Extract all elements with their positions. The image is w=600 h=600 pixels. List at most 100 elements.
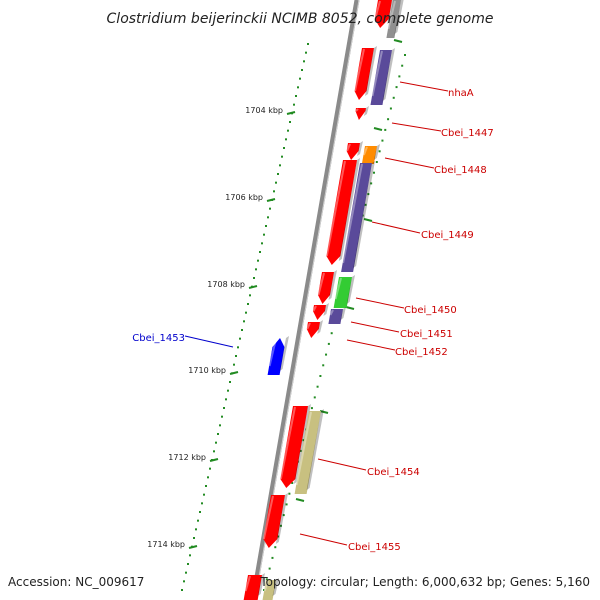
inner-ruler-dot (279, 524, 282, 527)
gene-block-nhaA-red (354, 46, 377, 100)
gene-label: Cbei_1455 (348, 542, 401, 553)
inner-ruler-dot (282, 514, 285, 517)
inner-ruler-dot (327, 342, 330, 345)
label-leader-line (184, 335, 234, 348)
outer-ruler-dot (279, 164, 281, 167)
inner-ruler-dot (268, 567, 271, 570)
outer-ruler-dot (209, 467, 211, 470)
outer-ruler-dot (281, 155, 283, 158)
inner-ruler-dot (316, 385, 319, 388)
outer-ruler-dot (227, 389, 229, 392)
ruler-dots (181, 43, 406, 591)
gene-blocks (243, 0, 404, 600)
outer-ruler-dot (241, 329, 243, 331)
outer-ruler-dot (307, 43, 309, 45)
ruler-major-tick (266, 198, 276, 202)
outer-ruler-dot (245, 311, 247, 314)
topology-text: Topology: circular; Length: 6,000,632 bp… (259, 575, 590, 589)
gene-block-cbei-1451-red (312, 303, 329, 320)
accession-text: Accession: NC_009617 (8, 575, 144, 589)
gene-label: nhaA (448, 88, 474, 99)
inner-ruler-dot (274, 546, 277, 549)
gene-block-cbei-1453-blue (267, 336, 289, 375)
outer-ruler-dot (201, 502, 203, 505)
label-leader-line (391, 122, 442, 132)
kbp-label: 1712 kbp (168, 453, 206, 462)
outer-ruler-dot (183, 580, 185, 583)
gene-block-cbei-1454-khaki (294, 409, 324, 494)
outer-ruler-dot (235, 355, 237, 357)
gene-block-cbei-1454-red (279, 404, 311, 488)
gene-block-cbei-1450-red (317, 270, 337, 304)
gene-block-cbei-1452-red (306, 320, 323, 338)
gene-label: Cbei_1452 (395, 347, 448, 358)
outer-ruler-dot (221, 415, 223, 418)
inner-ruler-dot (375, 161, 378, 163)
ruler-ticks: 1704 kbp 1706 kbp 1708 kbp 1710 kbp 1712 kbp… (147, 39, 403, 549)
outer-ruler-dot (223, 407, 225, 409)
ruler-major-tick (209, 458, 219, 462)
inner-ruler-dot (265, 578, 268, 581)
outer-ruler-dot (295, 95, 297, 97)
outer-ruler-dot (283, 147, 285, 149)
inner-ruler-dot (291, 482, 294, 484)
ruler-major-tick (229, 371, 239, 375)
gene-label: Cbei_1449 (421, 230, 474, 241)
outer-ruler-dot (207, 476, 209, 479)
label-leader-line (399, 81, 449, 92)
inner-ruler-dot (389, 107, 392, 110)
outer-ruler-dot (237, 346, 239, 349)
ruler-major-tick (248, 285, 258, 289)
inner-ruler-dot (384, 128, 387, 131)
inner-ruler-dot (398, 75, 401, 78)
gene-label: Cbei_1447 (441, 128, 494, 139)
inner-ruler-dot (322, 364, 325, 367)
outer-ruler-dot (277, 173, 279, 175)
outer-ruler-dot (225, 398, 227, 401)
gene-block-bottom-khaki (262, 578, 279, 600)
inner-ruler-dot (277, 535, 280, 538)
gene-block-cbei-1449-blue (341, 161, 375, 272)
outer-ruler-dot (261, 242, 263, 245)
gene-block-top-gray (386, 0, 404, 38)
map-title: Clostridium beijerinckii NCIMB 8052, com… (107, 11, 494, 27)
outer-ruler-dot (267, 216, 269, 219)
kbp-label: 1704 kbp (245, 106, 283, 115)
outer-ruler-dot (303, 60, 305, 63)
label-leader-line (346, 339, 396, 351)
outer-ruler-dot (269, 207, 271, 210)
inner-ruler-dot (299, 449, 302, 452)
ruler-major-tick (286, 111, 296, 115)
gene-block-nhaA-blue (370, 48, 395, 105)
kbp-label: 1706 kbp (225, 193, 263, 202)
gene-block-cbei-1448-orange (361, 144, 380, 164)
inner-ruler-dot (364, 203, 367, 206)
gene-labels: nhaA Cbei_1447 Cbei_1448 Cbei_1449 Cbei_1450… (132, 88, 493, 553)
outer-ruler-dot (239, 337, 241, 340)
gene-block-cbei-1449-red (325, 158, 360, 265)
outer-ruler-dot (187, 563, 189, 565)
gene-block-bottom-red (243, 573, 265, 600)
outer-ruler-dot (255, 268, 257, 271)
gene-label: Cbei_1448 (434, 165, 487, 176)
kbp-label: 1714 kbp (147, 540, 185, 549)
outer-ruler-dot (297, 86, 299, 89)
inner-ruler-dot (271, 556, 274, 559)
outer-ruler-dot (305, 51, 307, 54)
outer-ruler-dot (205, 485, 207, 487)
inner-ruler-dot (288, 492, 291, 495)
gene-label: Cbei_1454 (367, 467, 420, 478)
outer-ruler-dot (233, 363, 235, 366)
outer-ruler-dot (285, 138, 287, 141)
outer-ruler-dot (273, 190, 275, 193)
outer-ruler-dot (257, 259, 259, 262)
inner-ruler-dot (370, 182, 373, 185)
inner-ruler-dot (395, 86, 398, 89)
outer-ruler-dot (301, 69, 303, 71)
inner-ruler-dot (325, 353, 328, 356)
inner-ruler-dot (401, 64, 404, 67)
inner-ruler-dot (310, 407, 313, 410)
outer-ruler-dot (189, 554, 191, 557)
outer-ruler-dot (293, 103, 295, 106)
outer-ruler-dot (185, 571, 187, 574)
